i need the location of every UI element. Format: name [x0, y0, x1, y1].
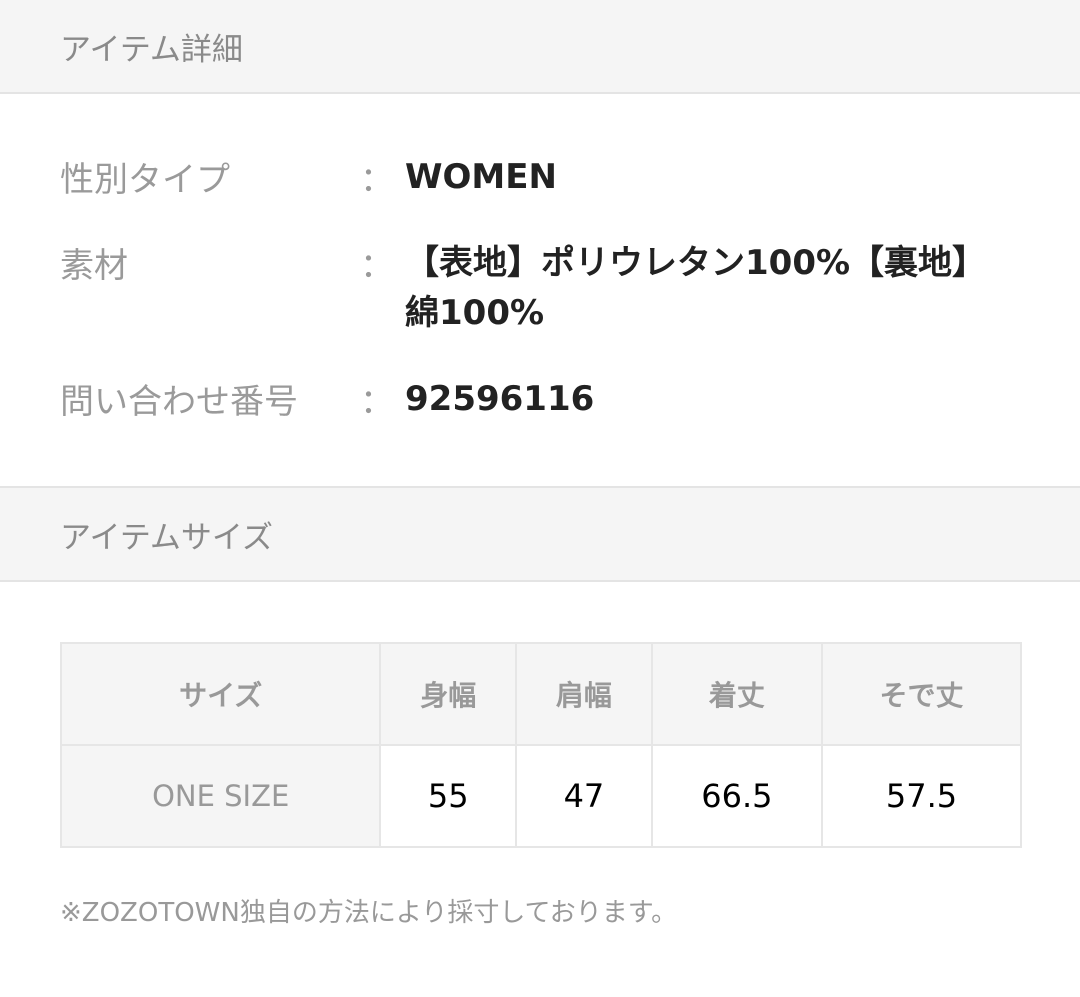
header-cell: そで丈	[820, 642, 1023, 746]
colon: ：	[360, 382, 394, 422]
section-title: アイテム詳細	[60, 31, 243, 68]
detail-row-inquiry-number: 問い合わせ番号 ： 92596116	[60, 374, 975, 424]
value-cell: 47	[515, 744, 653, 848]
size-table: サイズ 身幅 肩幅 着丈 そで丈 ONE SIZE 55 47 66.5 57.…	[59, 642, 1023, 848]
header-cell: 着丈	[650, 642, 823, 746]
header-cell: サイズ	[59, 642, 382, 746]
value-cell: 66.5	[650, 744, 823, 848]
detail-label: 問い合わせ番号	[60, 382, 298, 422]
table-row: ONE SIZE 55 47 66.5 57.5	[59, 744, 1023, 848]
table-header-row: サイズ 身幅 肩幅 着丈 そで丈	[59, 642, 1023, 746]
colon: ：	[360, 246, 394, 286]
value-cell: 57.5	[820, 744, 1023, 848]
section-title: アイテムサイズ	[60, 519, 273, 556]
size-cell: ONE SIZE	[59, 744, 382, 848]
value-cell: 55	[379, 744, 518, 848]
colon: ：	[360, 160, 394, 200]
item-details-header: アイテム詳細	[0, 0, 1080, 94]
detail-row-gender: 性別タイプ ： WOMEN	[60, 152, 975, 202]
detail-value: 92596116	[405, 379, 595, 419]
detail-row-material: 素材 ： 【表地】ポリウレタン100%【裏地】綿100%	[60, 238, 975, 338]
measurement-note: ※ZOZOTOWN独自の方法により採寸しております。	[60, 898, 678, 928]
detail-label: 素材	[60, 246, 128, 286]
header-cell: 肩幅	[515, 642, 653, 746]
header-cell: 身幅	[379, 642, 518, 746]
detail-label: 性別タイプ	[60, 160, 230, 200]
item-size-header: アイテムサイズ	[0, 486, 1080, 582]
detail-value: 【表地】ポリウレタン100%【裏地】綿100%	[405, 243, 970, 333]
detail-value: WOMEN	[405, 157, 557, 197]
